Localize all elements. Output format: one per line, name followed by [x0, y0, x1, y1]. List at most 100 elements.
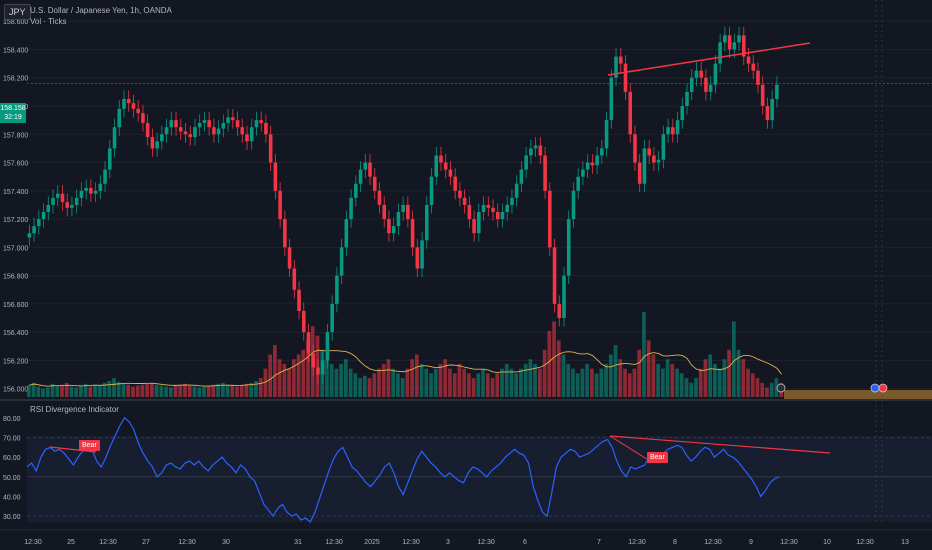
volume-bar: [296, 354, 301, 397]
volume-bar: [604, 363, 608, 397]
candle-body: [89, 187, 93, 194]
time-tick-label: 27: [142, 539, 150, 546]
candle-body: [150, 137, 155, 149]
volume-bar: [448, 368, 452, 397]
candle-body: [174, 120, 178, 128]
lightning-icon: [776, 383, 786, 393]
volume-bar: [69, 386, 74, 397]
candle-body: [287, 247, 292, 269]
time-tick-label: 12:30: [856, 539, 874, 546]
volume-bar: [542, 349, 547, 397]
volume-bar: [438, 363, 443, 397]
volume-bar: [481, 368, 485, 397]
candle-body: [136, 108, 140, 114]
symbol-badge[interactable]: JPY: [4, 4, 31, 20]
candle-body: [723, 35, 727, 43]
volume-bar: [168, 387, 173, 397]
volume-bar: [533, 363, 537, 397]
volume-bar: [150, 382, 154, 397]
rsi-tick-label: 80.00: [3, 416, 21, 423]
volume-ma-line: [29, 349, 782, 387]
volume-bar: [306, 340, 310, 397]
volume-bar: [339, 363, 343, 397]
volume-bar: [731, 321, 736, 397]
candle-body: [581, 169, 585, 177]
volume-bar: [722, 359, 727, 397]
candle-body: [188, 134, 193, 138]
volume-bar: [126, 384, 131, 397]
rsi-divergence-line: [49, 446, 97, 453]
candle-body: [240, 127, 245, 135]
candle-body: [732, 42, 737, 50]
candle-body: [391, 226, 396, 234]
candle-body: [268, 134, 273, 163]
candle-body: [533, 145, 538, 149]
candle-body: [458, 190, 462, 198]
candle-body: [264, 122, 268, 135]
candle-body: [571, 190, 576, 220]
rsi-tick-label: 40.00: [3, 494, 21, 501]
current-price-tag: 158.158 32:19: [0, 103, 26, 123]
volume-bar: [556, 340, 561, 397]
volume-bar: [462, 368, 467, 397]
candle-body: [98, 183, 103, 191]
volume-bar: [88, 386, 93, 397]
price-tick-label: 156.000: [3, 387, 28, 394]
candle-body: [27, 233, 32, 238]
candle-body: [486, 204, 491, 208]
candle-body: [65, 202, 70, 208]
price-tick-label: 156.200: [3, 358, 28, 365]
candle-body: [297, 289, 301, 311]
time-tick-label: 12:30: [628, 539, 646, 546]
price-tick-label: 157.600: [3, 161, 28, 168]
candle-body: [500, 212, 505, 220]
volume-bar: [254, 380, 258, 397]
volume-bar: [457, 363, 462, 397]
candle-body: [60, 193, 65, 203]
volume-bar: [509, 368, 514, 397]
volume-bar: [140, 384, 145, 397]
volume-bar: [301, 349, 306, 397]
candle-body: [666, 127, 670, 135]
candle-body: [765, 106, 770, 121]
candle-body: [439, 155, 443, 163]
price-tick-label: 158.600: [3, 19, 28, 26]
rsi-tick-label: 60.00: [3, 455, 21, 462]
volume-bar: [552, 321, 556, 397]
volume-bar: [164, 386, 168, 397]
volume-bar: [514, 373, 519, 397]
volume-bar: [599, 368, 604, 397]
volume-bar: [31, 382, 36, 397]
volume-bar: [79, 385, 83, 397]
volume-bar: [263, 368, 268, 397]
volume-bar: [60, 384, 64, 397]
candle-body: [642, 148, 647, 184]
volume-bar: [452, 373, 457, 397]
candle-body: [193, 127, 197, 138]
candle-body: [472, 219, 476, 234]
candle-body: [55, 193, 60, 198]
volume-bar: [353, 373, 358, 397]
candle-body: [164, 127, 169, 135]
candle-body: [689, 77, 694, 92]
volume-bar: [727, 349, 731, 397]
volume-bar: [495, 373, 500, 397]
candle-body: [514, 183, 519, 198]
volume-bar: [746, 368, 750, 397]
volume-bar: [698, 368, 703, 397]
time-tick-label: 6: [523, 539, 527, 546]
volume-bar: [154, 384, 159, 397]
volume-bar: [282, 363, 287, 397]
candle-body: [708, 84, 713, 92]
candle-body: [737, 35, 741, 43]
volume-bar: [504, 363, 509, 397]
candle-body: [249, 127, 254, 142]
volume-bar: [590, 368, 594, 397]
candle-body: [145, 122, 150, 138]
volume-bar: [239, 384, 244, 397]
volume-bar: [268, 354, 273, 397]
volume-bar: [400, 378, 405, 397]
candle-body: [505, 204, 510, 213]
